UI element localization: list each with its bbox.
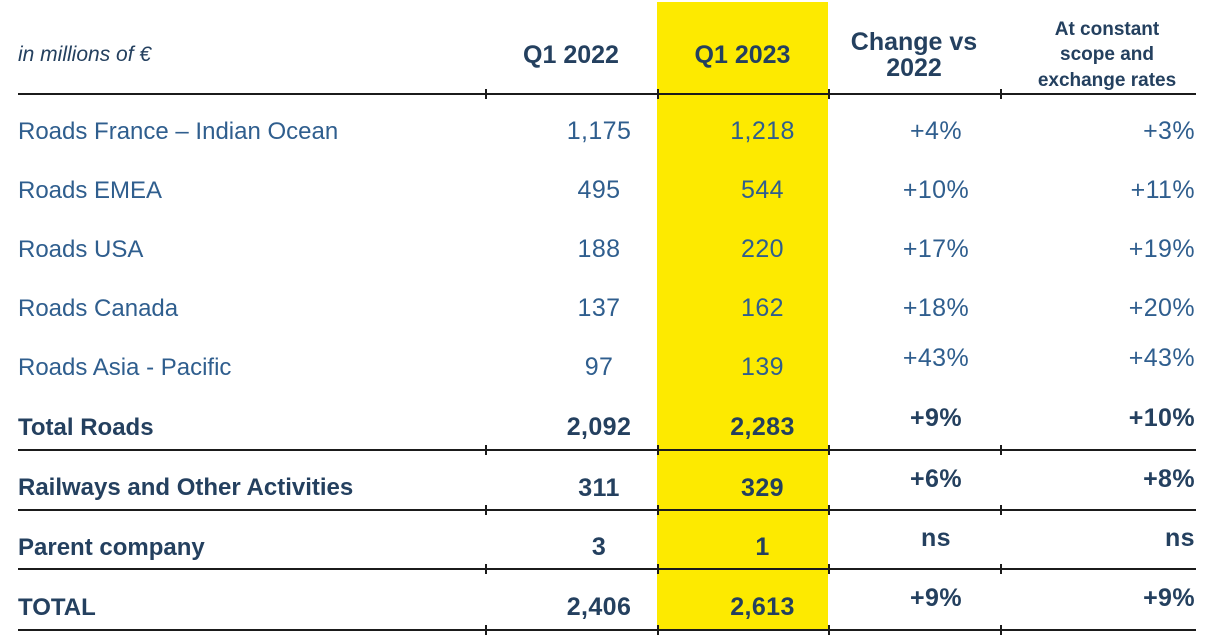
column-tick: [828, 505, 830, 515]
change-vs-2022-value: ns: [921, 524, 951, 553]
column-tick: [1000, 89, 1002, 99]
q1-2022-value: 3: [591, 533, 607, 562]
q1-2022-value: 1,175: [566, 117, 632, 146]
q1-2023-value: 1,218: [730, 117, 795, 146]
column-header-q1-2022: Q1 2022: [523, 40, 619, 69]
q1-2022-value: 137: [577, 294, 621, 323]
q1-2023-value: 2,613: [730, 593, 795, 622]
constant-scope-value: +43%: [1128, 344, 1195, 373]
table-row: TOTAL 2,406 2,613 +9% +9%: [0, 569, 1214, 630]
column-tick: [485, 625, 487, 635]
q1-2022-value: 311: [578, 473, 620, 502]
table-header-row: in millions of € Q1 2022 Q1 2023 Change …: [0, 0, 1214, 94]
row-label: Parent company: [18, 533, 205, 561]
q1-2022-value: 188: [577, 235, 621, 264]
change-vs-2022-value: +17%: [902, 235, 970, 264]
column-tick: [485, 564, 487, 574]
q1-2023-value: 544: [741, 176, 784, 205]
q1-2023-value: 139: [741, 353, 784, 382]
constant-scope-value: +8%: [1143, 464, 1195, 493]
table-row: Roads EMEA 495 544 +10% +11%: [0, 153, 1214, 212]
column-tick: [1000, 625, 1002, 635]
table-body: Roads France – Indian Ocean 1,175 1,218 …: [0, 94, 1214, 630]
column-tick: [485, 505, 487, 515]
q1-2022-value: 97: [584, 353, 614, 382]
constant-scope-value: +19%: [1128, 235, 1195, 264]
table-row: Roads Canada 137 162 +18% +20%: [0, 271, 1214, 330]
column-tick: [828, 625, 830, 635]
q1-2022-value: 2,092: [566, 413, 632, 442]
table-row: Parent company 3 1 ns ns: [0, 510, 1214, 569]
q1-2022-value: 2,406: [566, 593, 632, 622]
column-tick: [1000, 564, 1002, 574]
change-vs-2022-value: +4%: [910, 117, 962, 146]
total-roads-separator-line: [18, 445, 1196, 455]
parent-company-separator-line: [18, 564, 1196, 574]
constant-scope-value: +20%: [1128, 294, 1195, 323]
column-tick: [657, 505, 659, 515]
change-vs-2022-value: +9%: [910, 404, 962, 433]
constant-scope-value: +10%: [1128, 404, 1195, 433]
table-row: Railways and Other Activities 311 329 +6…: [0, 450, 1214, 510]
total-separator-line: [18, 625, 1196, 635]
change-vs-2022-value: +9%: [910, 584, 962, 613]
q1-2023-highlight-column: [657, 2, 828, 631]
row-label: Roads France – Indian Ocean: [18, 117, 339, 145]
header-separator-line: [18, 89, 1196, 99]
column-header-q1-2023: Q1 2023: [694, 40, 791, 69]
row-label: Roads Canada: [18, 294, 179, 322]
column-tick: [657, 445, 659, 455]
change-vs-2022-value: +6%: [910, 464, 962, 493]
table-row: Roads Asia - Pacific 97 139 +43% +43%: [0, 330, 1214, 389]
constant-scope-value: +11%: [1130, 176, 1195, 205]
row-label: Roads Asia - Pacific: [18, 353, 232, 381]
q1-2023-value: 329: [741, 473, 784, 502]
q1-2023-value: 162: [741, 294, 784, 323]
q1-2022-value: 495: [577, 176, 621, 205]
row-label: Roads EMEA: [18, 176, 163, 204]
change-vs-2022-value: +10%: [902, 176, 970, 205]
column-tick: [828, 445, 830, 455]
column-header-constant-scope: At constant scope and exchange rates: [1037, 18, 1177, 91]
column-header-change-vs-2022: Change vs 2022: [850, 27, 978, 82]
column-tick: [485, 445, 487, 455]
column-tick: [657, 564, 659, 574]
q1-2023-value: 2,283: [730, 413, 795, 442]
railways-separator-line: [18, 505, 1196, 515]
unit-label: in millions of €: [18, 42, 152, 66]
row-label: Total Roads: [18, 413, 154, 441]
q1-2023-value: 220: [741, 235, 784, 264]
column-tick: [828, 564, 830, 574]
table-row: Roads USA 188 220 +17% +19%: [0, 212, 1214, 271]
row-label: Railways and Other Activities: [18, 474, 354, 502]
change-vs-2022-value: +43%: [902, 344, 970, 373]
column-tick: [1000, 445, 1002, 455]
constant-scope-value: +3%: [1143, 117, 1195, 146]
change-vs-2022-value: +18%: [902, 294, 970, 323]
q1-2023-value: 1: [755, 533, 770, 562]
row-label: TOTAL: [18, 593, 96, 621]
column-tick: [657, 625, 659, 635]
table-row: Roads France – Indian Ocean 1,175 1,218 …: [0, 94, 1214, 153]
constant-scope-value: +9%: [1143, 584, 1195, 613]
table-row: Total Roads 2,092 2,283 +9% +10%: [0, 389, 1214, 450]
row-label: Roads USA: [18, 235, 144, 263]
column-tick: [1000, 505, 1002, 515]
constant-scope-value: ns: [1165, 524, 1195, 553]
column-tick: [657, 89, 659, 99]
column-tick: [828, 89, 830, 99]
column-tick: [485, 89, 487, 99]
